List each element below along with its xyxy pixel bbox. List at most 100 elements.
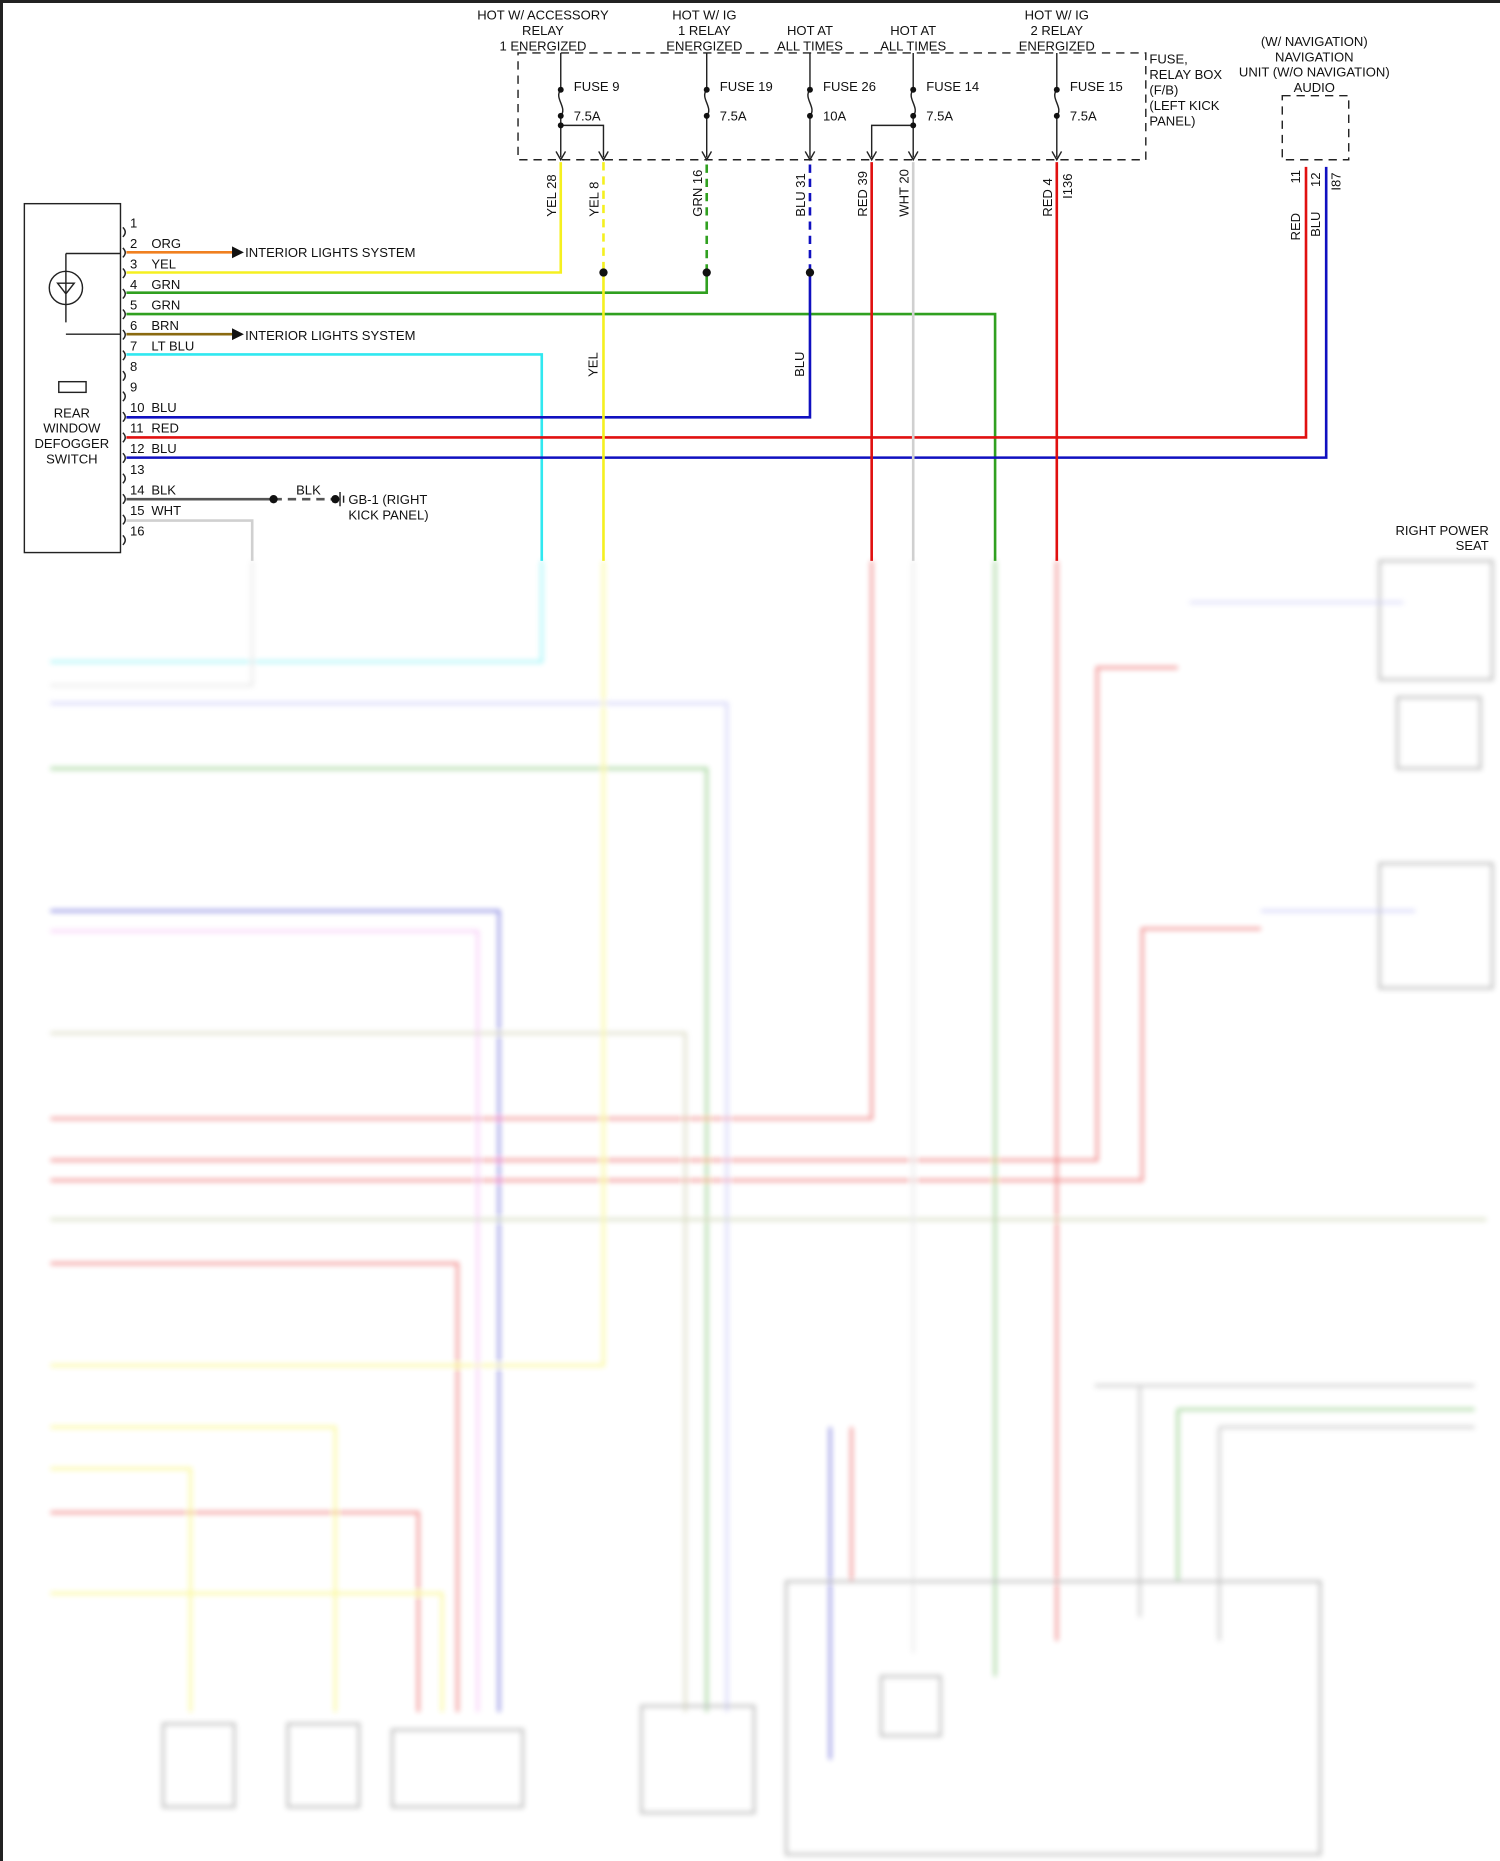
fuse-name: FUSE 15 bbox=[1070, 79, 1123, 94]
fuse-box-label: (F/B) bbox=[1149, 82, 1178, 97]
fuse-rating: 7.5A bbox=[720, 109, 747, 124]
fuse-icon bbox=[704, 89, 710, 117]
wire-color-label: YEL bbox=[586, 352, 601, 377]
fuse-box-label: RELAY BOX bbox=[1149, 67, 1222, 82]
fuse-box-pin-label: BLU 31 bbox=[793, 173, 808, 217]
power-source-label: HOT AT bbox=[890, 23, 936, 38]
switch-name: REAR bbox=[54, 405, 90, 420]
blurred-wire bbox=[50, 1425, 337, 1712]
blurred-component bbox=[1378, 559, 1494, 681]
blurred-wire bbox=[50, 1592, 444, 1712]
power-source-label: ALL TIMES bbox=[777, 39, 843, 54]
nav-label: (W/ NAVIGATION) bbox=[1261, 34, 1368, 49]
wire-color-label: RED bbox=[151, 421, 179, 436]
right-power-seat-label: RIGHT POWER bbox=[1395, 523, 1488, 538]
blurred-component bbox=[785, 1580, 1322, 1856]
pin-number: 8 bbox=[130, 359, 137, 374]
blurred-wire bbox=[50, 666, 1178, 1162]
switch-pin-16: 16 bbox=[122, 523, 145, 546]
splice-dot bbox=[331, 495, 340, 504]
power-source-label: RELAY bbox=[522, 23, 564, 38]
diagram-canvas: FUSE, RELAY BOX (F/B) (LEFT KICK PANEL) … bbox=[23, 8, 1494, 1856]
power-source-label: HOT W/ IG bbox=[672, 8, 736, 23]
fuse-box-outline bbox=[517, 52, 1147, 161]
wire-color-label: BRN bbox=[151, 318, 179, 333]
pin-number: 12 bbox=[130, 441, 145, 456]
wire-color-label: BLK bbox=[151, 482, 176, 497]
fuse-rating: 10A bbox=[823, 109, 847, 124]
annotations: INTERIOR LIGHTS SYSTEM INTERIOR LIGHTS S… bbox=[232, 245, 1489, 553]
switch-pin-9: 9 bbox=[122, 380, 137, 402]
splice-dot bbox=[599, 268, 608, 277]
switch-pin-11: 11 RED bbox=[122, 421, 179, 443]
fuse-icon bbox=[558, 89, 564, 117]
fuse-icon bbox=[1054, 89, 1060, 117]
fuse-relay-box: FUSE, RELAY BOX (F/B) (LEFT KICK PANEL) bbox=[517, 52, 1222, 161]
blurred-wire bbox=[50, 1467, 192, 1712]
blue-wire-10 bbox=[126, 272, 812, 419]
fuse-name: FUSE 26 bbox=[823, 79, 876, 94]
blurred-wire bbox=[1218, 1425, 1475, 1641]
switch-name: SWITCH bbox=[46, 452, 97, 467]
fuse-box-label: PANEL) bbox=[1149, 113, 1195, 128]
ground-label: GB-1 (RIGHT bbox=[348, 492, 427, 507]
nav-unit-outline bbox=[1281, 94, 1350, 161]
pin-number: 16 bbox=[130, 523, 145, 538]
interior-lights-ref[interactable]: INTERIOR LIGHTS SYSTEM bbox=[245, 245, 415, 260]
arrow-icon bbox=[232, 328, 244, 341]
fuse-rating: 7.5A bbox=[926, 109, 953, 124]
nav-label: UNIT (W/O NAVIGATION) bbox=[1239, 65, 1390, 80]
pin-label: 11 bbox=[1288, 170, 1303, 184]
wire-color-label: GRN bbox=[151, 277, 180, 292]
fuse-rating: 7.5A bbox=[574, 109, 601, 124]
switch-pin-12: 12 BLU bbox=[122, 441, 177, 464]
fuse-box-pin-label: RED 4 bbox=[1040, 178, 1055, 216]
blurred-component bbox=[879, 1675, 942, 1737]
blurred-wire bbox=[50, 929, 479, 1712]
power-source-label: HOT W/ ACCESSORY bbox=[477, 8, 609, 23]
blurred-wire bbox=[50, 927, 1261, 1182]
nav-label: AUDIO bbox=[1294, 80, 1335, 95]
right-power-seat-label: SEAT bbox=[1456, 538, 1489, 553]
fuse-name: FUSE 14 bbox=[926, 79, 979, 94]
pin-number: 6 bbox=[130, 318, 137, 333]
fuse-box-pin-label: YEL 8 bbox=[587, 182, 602, 217]
fuse-icon bbox=[910, 89, 916, 117]
power-source-label: 2 RELAY bbox=[1030, 23, 1083, 38]
switch-pin-15: 15 WHT bbox=[122, 503, 181, 525]
blurred-component bbox=[1378, 862, 1494, 990]
switch-pin-6: 6 BRN bbox=[122, 318, 179, 341]
blurred-wire bbox=[50, 1031, 687, 1712]
power-source-label: 1 ENERGIZED bbox=[499, 39, 586, 54]
blurred-wire bbox=[50, 560, 873, 1120]
white-wire bbox=[126, 519, 254, 561]
fuse-name: FUSE 19 bbox=[720, 79, 773, 94]
pin-number: 3 bbox=[130, 256, 137, 271]
wire-color-label: BLU bbox=[151, 400, 176, 415]
blurred-wire bbox=[50, 560, 254, 687]
wire-color-label: YEL bbox=[151, 256, 176, 271]
wire-color-label: BLU bbox=[1308, 212, 1323, 237]
blurred-wire bbox=[50, 701, 729, 1712]
blue-wire-12 bbox=[126, 166, 1328, 459]
pin-number: 14 bbox=[130, 482, 145, 497]
interior-lights-ref[interactable]: INTERIOR LIGHTS SYSTEM bbox=[245, 328, 415, 343]
blurred-wire bbox=[50, 767, 709, 1712]
blurred-component bbox=[286, 1722, 361, 1809]
nav-label: NAVIGATION bbox=[1275, 49, 1354, 64]
switch-name: WINDOW bbox=[43, 421, 101, 436]
splice-dot bbox=[805, 268, 815, 277]
fuse-box-label: (LEFT KICK bbox=[1149, 98, 1219, 113]
fuse-rating: 7.5A bbox=[1070, 109, 1097, 124]
blurred-wire bbox=[50, 1511, 420, 1712]
red-wire-11 bbox=[126, 166, 1308, 439]
green-wire-5 bbox=[126, 312, 997, 561]
fuse-name: FUSE 9 bbox=[574, 79, 620, 94]
blurred-wire bbox=[50, 560, 605, 1367]
power-source-label: HOT W/ IG bbox=[1025, 8, 1089, 23]
splice-dot bbox=[702, 268, 711, 277]
connector-id: I87 bbox=[1328, 172, 1343, 190]
wire-color-label: BLU bbox=[151, 441, 176, 456]
